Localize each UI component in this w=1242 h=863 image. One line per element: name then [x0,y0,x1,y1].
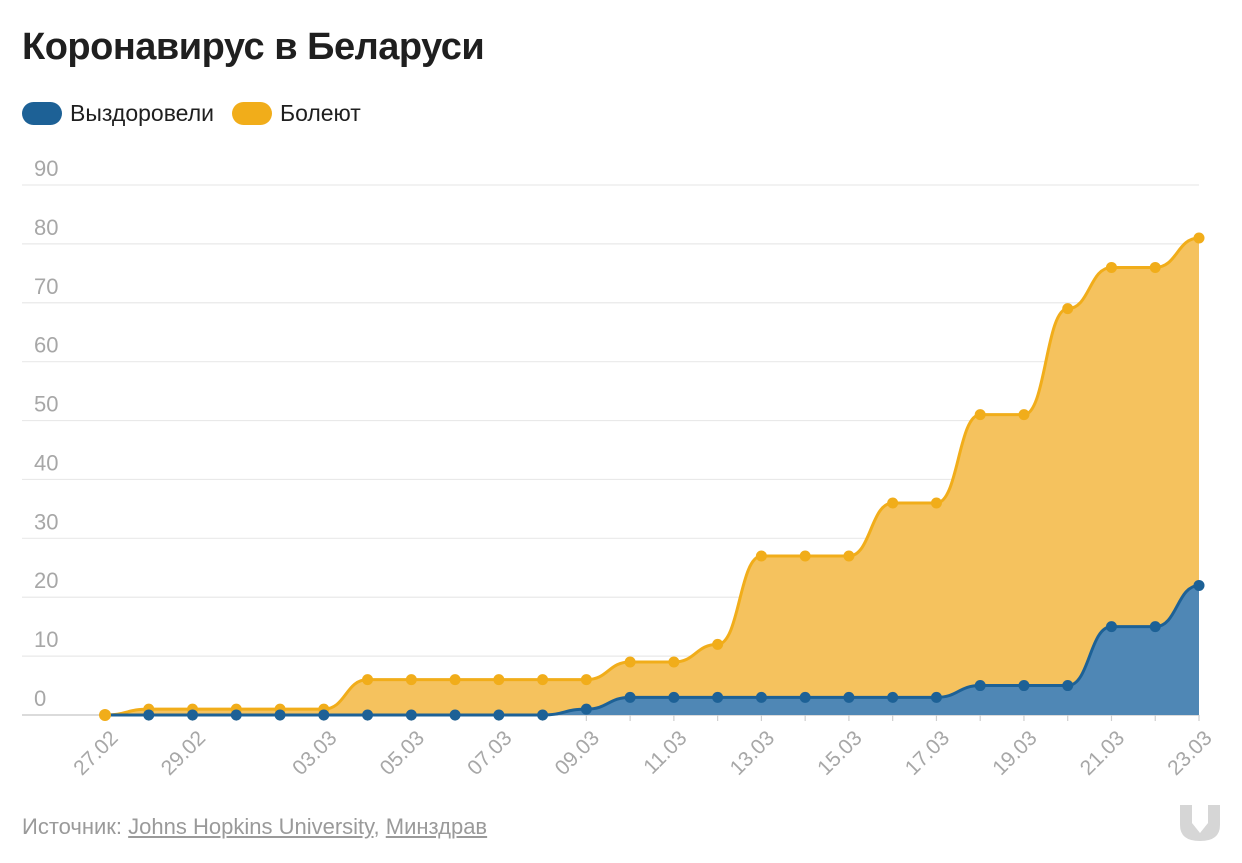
x-tick-label: 09.03 [551,726,604,779]
y-tick-label: 50 [34,392,58,417]
point-recovered[interactable] [843,691,855,703]
y-tick-label: 20 [34,568,58,593]
chart-title: Коронавирус в Беларуси [22,26,485,68]
line-sick [104,236,1200,717]
line-recovered [105,583,1200,717]
point-sick[interactable] [930,497,942,509]
x-tick-label: 05.03 [376,726,429,779]
point-sick[interactable] [887,497,899,509]
point-sick[interactable] [493,674,505,686]
source-prefix: Источник: [22,814,129,839]
point-recovered[interactable] [1018,680,1030,692]
point-sick[interactable] [1193,232,1205,244]
point-recovered[interactable] [537,709,549,721]
point-recovered[interactable] [230,709,242,721]
area-recovered [105,585,1199,715]
legend-label-sick: Болеют [279,100,361,126]
x-tick-label: 03.03 [288,726,341,779]
point-recovered[interactable] [755,691,767,703]
point-sick[interactable] [405,674,417,686]
point-sick[interactable] [449,674,461,686]
publisher-logo-icon [1180,805,1220,841]
point-sick[interactable] [537,674,549,686]
y-tick-label: 70 [34,274,58,299]
legend-item-recovered[interactable]: Выздоровели [22,100,214,127]
point-recovered[interactable] [362,709,374,721]
y-tick-label: 30 [34,509,58,534]
point-recovered[interactable] [187,709,199,721]
point-sick[interactable] [362,674,374,686]
x-tick-label: 19.03 [988,726,1041,779]
legend: Выздоровели Болеют [22,100,361,127]
point-recovered[interactable] [974,680,986,692]
y-tick-label: 80 [34,215,58,240]
point-sick[interactable] [712,638,724,650]
y-tick-label: 0 [34,686,46,711]
source-separator: , [373,814,386,839]
legend-label-recovered: Выздоровели [70,100,214,126]
point-recovered[interactable] [712,691,724,703]
point-recovered[interactable] [1105,621,1117,633]
x-tick-label: 11.03 [639,726,691,778]
legend-swatch-recovered [22,102,62,125]
point-recovered[interactable] [1062,680,1074,692]
point-recovered[interactable] [668,691,680,703]
point-sick[interactable] [99,709,111,721]
point-sick[interactable] [799,550,811,562]
area-sick [105,238,1199,715]
x-tick-label: 15.03 [813,726,866,779]
point-recovered[interactable] [624,691,636,703]
point-sick[interactable] [1062,303,1074,315]
point-sick[interactable] [974,409,986,421]
point-recovered[interactable] [930,691,942,703]
point-recovered[interactable] [274,709,286,721]
point-sick[interactable] [843,550,855,562]
x-tick-label: 23.03 [1163,726,1216,779]
legend-swatch-sick [231,102,272,125]
point-sick[interactable] [1149,261,1161,273]
x-tick-label: 07.03 [463,726,516,779]
y-tick-label: 40 [34,450,58,475]
x-tick-label: 17.03 [901,726,954,779]
x-tick-label: 27.02 [69,726,122,779]
point-recovered[interactable] [580,703,592,715]
point-recovered[interactable] [405,709,417,721]
y-tick-label: 10 [34,627,58,652]
point-sick[interactable] [580,674,592,686]
point-recovered[interactable] [493,709,505,721]
y-tick-label: 90 [34,156,58,181]
area-chart: 0 10 20 30 40 50 60 70 80 90 27.02 29.02 03.03 05.03 0… [22,156,1217,780]
source-line: Источник: Johns Hopkins University, Минз… [22,814,487,840]
point-sick[interactable] [1018,409,1030,421]
point-recovered[interactable] [318,709,330,721]
point-recovered[interactable] [143,709,155,721]
point-sick[interactable] [668,656,680,668]
x-tick-label: 29.02 [157,726,210,779]
x-tick-label: 21.03 [1076,726,1129,779]
point-sick[interactable] [624,656,636,668]
y-tick-label: 60 [34,333,58,358]
source-link-jhu[interactable]: Johns Hopkins University [128,814,374,839]
point-sick[interactable] [755,550,767,562]
point-recovered[interactable] [887,691,899,703]
source-link-minzdrav[interactable]: Минздрав [385,814,488,839]
point-recovered[interactable] [1193,579,1205,591]
point-recovered[interactable] [1149,621,1161,633]
legend-item-sick[interactable]: Болеют [231,100,361,127]
x-tick-label: 13.03 [726,726,779,779]
point-recovered[interactable] [449,709,461,721]
point-recovered[interactable] [799,691,811,703]
point-sick[interactable] [1105,261,1117,273]
